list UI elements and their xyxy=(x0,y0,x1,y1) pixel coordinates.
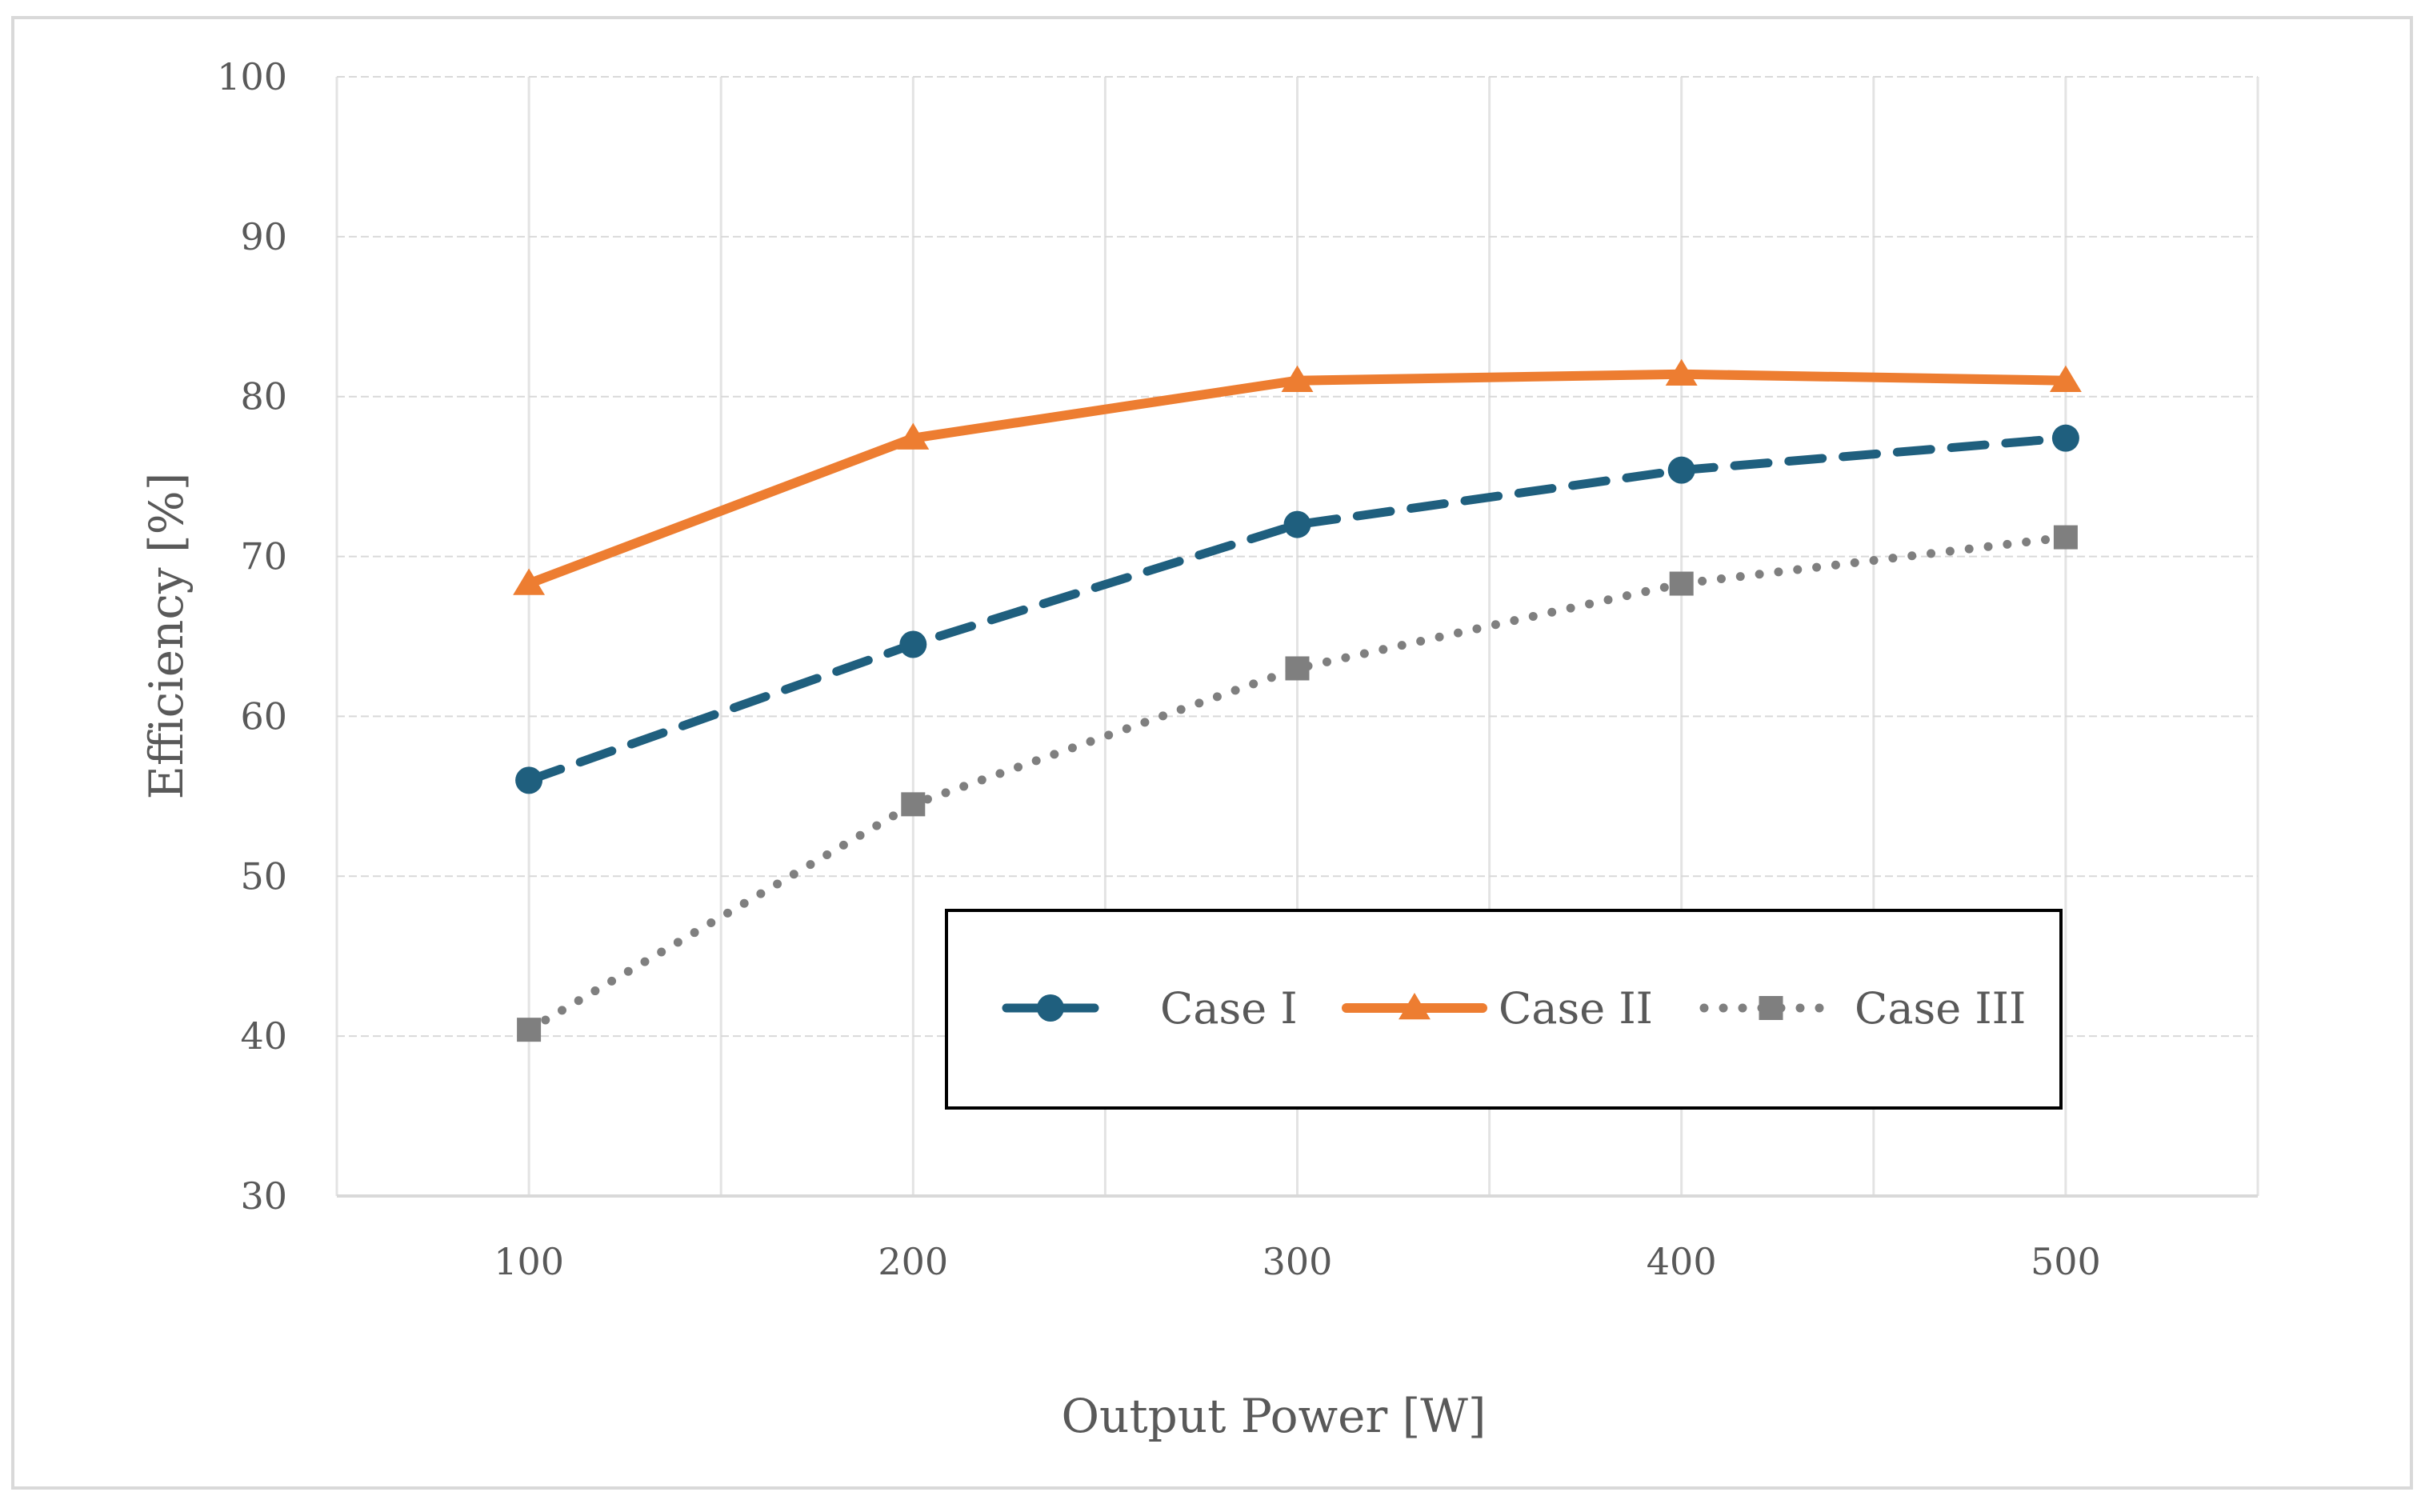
y-tick-label: 60 xyxy=(240,694,287,738)
data-point-marker xyxy=(1669,571,1694,596)
x-tick-label: 100 xyxy=(494,1240,564,1283)
legend-label: Case I xyxy=(1160,983,1298,1034)
y-tick-label: 80 xyxy=(240,375,287,418)
y-tick-label: 100 xyxy=(217,55,287,98)
outer-border xyxy=(11,16,2413,1490)
x-tick-label: 300 xyxy=(1263,1240,1333,1283)
legend-swatch-marker xyxy=(1037,994,1064,1022)
data-point-marker xyxy=(1283,510,1311,538)
series-line xyxy=(524,434,2071,785)
data-point-marker xyxy=(517,1018,542,1042)
legend-swatch-marker xyxy=(1759,996,1783,1020)
legend-item-case-iii: Case III xyxy=(1699,983,2026,1034)
data-point-marker xyxy=(1281,365,1314,392)
series-case-i xyxy=(515,424,2079,794)
y-tick-label: 30 xyxy=(240,1174,287,1218)
x-axis-title: Output Power [W] xyxy=(1061,1389,1486,1443)
data-point-marker xyxy=(899,630,927,658)
data-point-marker xyxy=(513,568,546,595)
data-point-marker xyxy=(2053,525,2078,550)
x-tick-label: 200 xyxy=(878,1240,948,1283)
legend-swatch-marker xyxy=(1399,993,1431,1020)
legend-item-case-i: Case I xyxy=(1002,983,1298,1034)
data-point-marker xyxy=(515,766,543,794)
legend-label: Case III xyxy=(1855,983,2026,1034)
series-layer xyxy=(513,358,2082,1042)
y-tick-label: 40 xyxy=(240,1014,287,1058)
data-point-marker xyxy=(1285,656,1310,681)
legend: Case I Case II Case III xyxy=(945,909,2063,1110)
y-tick-label: 70 xyxy=(240,535,287,578)
data-point-marker xyxy=(1665,358,1698,386)
data-point-marker xyxy=(2049,365,2082,392)
legend-label: Case II xyxy=(1499,983,1653,1034)
y-tick-label: 90 xyxy=(240,215,287,258)
series-case-iii xyxy=(517,525,2078,1042)
legend-box xyxy=(945,909,2063,1110)
axes: 30 40 50 60 70 80 90 100 100 200 300 400 500 xyxy=(217,55,2258,1283)
data-point-marker xyxy=(897,422,930,450)
series-case-ii xyxy=(513,358,2082,595)
y-tick-label: 50 xyxy=(240,854,287,898)
x-tick-label: 500 xyxy=(2031,1240,2101,1283)
x-tick-label: 400 xyxy=(1647,1240,1717,1283)
data-point-marker xyxy=(901,792,926,817)
data-point-marker xyxy=(1667,456,1695,484)
data-point-marker xyxy=(2051,424,2079,452)
legend-item-case-ii: Case II xyxy=(1342,983,1653,1034)
y-axis-title: Efficiency [%] xyxy=(139,473,194,800)
